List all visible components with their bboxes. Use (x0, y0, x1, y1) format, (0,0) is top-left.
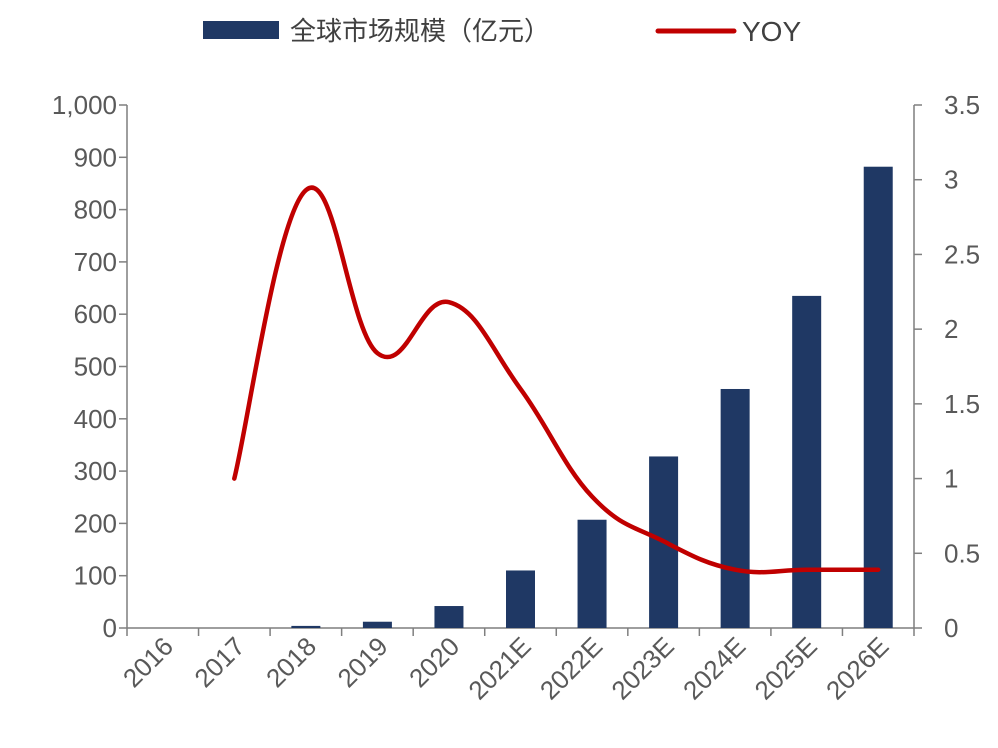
bar-2024E (720, 388, 750, 628)
legend-bar-label: 全球市场规模（亿元） (290, 17, 550, 47)
bar-2019 (362, 621, 392, 628)
right-tick-label: 0.5 (944, 538, 980, 568)
left-tick-label: 1,000 (52, 90, 117, 120)
x-tick-label: 2024E (677, 631, 751, 705)
left-tick-label: 300 (74, 456, 117, 486)
x-tick-label: 2025E (749, 631, 823, 705)
x-tick-label: 2023E (605, 631, 679, 705)
x-tick-label: 2019 (332, 631, 394, 693)
legend-line-label: YOY (742, 16, 801, 47)
left-tick-label: 500 (74, 352, 117, 382)
left-tick-label: 400 (74, 404, 117, 434)
bar-2022E (577, 519, 607, 628)
x-tick-label: 2020 (403, 631, 465, 693)
x-tick-label: 2022E (534, 631, 608, 705)
right-tick-label: 0 (944, 613, 958, 643)
bar-2020 (434, 606, 464, 628)
x-tick-label: 2018 (260, 631, 322, 693)
right-tick-label: 2 (944, 314, 958, 344)
bar-2018 (291, 625, 321, 628)
yoy-line (232, 185, 881, 575)
left-tick-label: 700 (74, 247, 117, 277)
bar-2025E (792, 295, 822, 628)
left-tick-label: 900 (74, 142, 117, 172)
right-tick-label: 1 (944, 464, 958, 494)
x-tick-label: 2016 (117, 631, 179, 693)
left-tick-label: 200 (74, 508, 117, 538)
left-tick-label: 800 (74, 195, 117, 225)
legend-bar-swatch (203, 21, 279, 39)
bar-2021E (506, 570, 535, 628)
right-tick-label: 2.5 (944, 239, 980, 269)
legend: 全球市场规模（亿元） YOY (203, 16, 801, 47)
x-tick-label: 2026E (820, 631, 894, 705)
yoy-line-series (232, 185, 881, 575)
left-tick-label: 600 (74, 299, 117, 329)
left-tick-label: 100 (74, 561, 117, 591)
bar-series (291, 166, 893, 629)
right-tick-label: 3 (944, 165, 958, 195)
right-tick-label: 3.5 (944, 90, 980, 120)
x-tick-label: 2017 (188, 631, 250, 693)
right-tick-label: 1.5 (944, 389, 980, 419)
left-tick-label: 0 (103, 613, 117, 643)
bar-2026E (863, 166, 893, 629)
x-tick-label: 2021E (462, 631, 536, 705)
